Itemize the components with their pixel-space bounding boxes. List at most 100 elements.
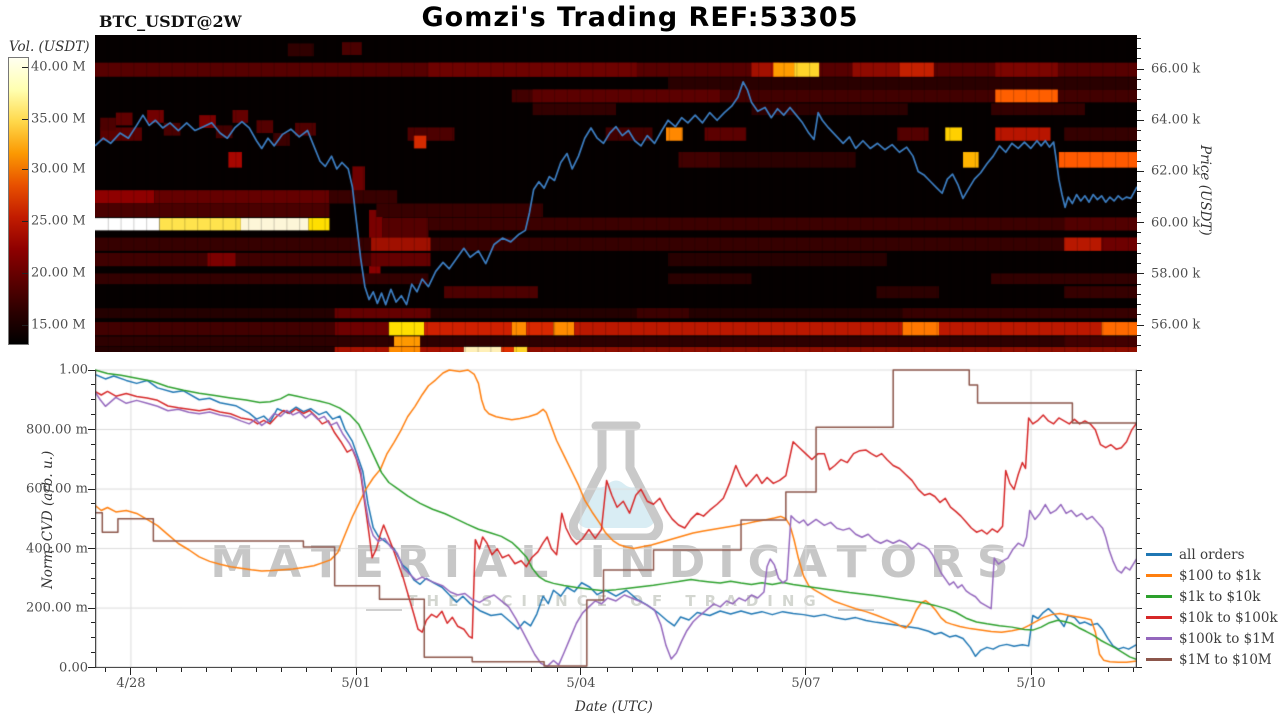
legend: all orders $100 to $1k $1k to $10k $10k to … — [1146, 544, 1278, 670]
price-minor-tick — [1137, 314, 1141, 316]
liquidity-heatmap — [95, 35, 1137, 352]
cvd-x-minor-tick — [882, 668, 884, 672]
colorbar-tick-label: 25.00 M — [31, 213, 86, 229]
cvd-x-minor-tick — [907, 668, 909, 672]
cvd-y-minor-tick-right — [1137, 533, 1140, 535]
cvd-ytick-label: 600.00 m — [26, 481, 88, 497]
colorbar-tick-label: 15.00 M — [31, 317, 86, 333]
legend-item: $1M to $10M — [1146, 649, 1278, 670]
colorbar-title: Vol. (USDT) — [9, 39, 90, 55]
price-tick-label: 56.00 k — [1151, 317, 1201, 333]
cvd-ytick-label: 800.00 m — [26, 422, 88, 438]
cvd-y-minor-tick — [91, 577, 95, 579]
cvd-y-minor-tick-right — [1137, 562, 1140, 564]
cvd-x-minor-tick — [456, 668, 458, 672]
legend-line-sample — [1146, 616, 1172, 619]
cvd-x-minor-tick — [732, 668, 734, 672]
price-major-tick — [1137, 119, 1144, 121]
cvd-x-minor-tick — [706, 668, 708, 672]
legend-line-sample — [1146, 574, 1172, 577]
cvd-y-minor-tick — [91, 399, 95, 401]
price-minor-tick — [1137, 78, 1141, 80]
cvd-ytick-label: 1.00 — [59, 362, 88, 378]
colorbar-tick-mark — [22, 221, 28, 223]
cvd-y-minor-tick — [91, 414, 95, 416]
colorbar-tick-label: 40.00 M — [31, 59, 86, 75]
price-minor-tick — [1137, 283, 1141, 285]
cvd-x-minor-tick — [656, 668, 658, 672]
cvd-y-major-tick — [88, 548, 95, 550]
cvd-y-minor-tick — [91, 533, 95, 535]
cvd-x-minor-tick — [255, 668, 257, 672]
cvd-ytick-label: 0.00 — [59, 660, 88, 676]
cvd-y-major-tick — [88, 667, 95, 669]
cvd-x-minor-tick — [1007, 668, 1009, 672]
cvd-x-minor-tick — [280, 668, 282, 672]
cvd-x-minor-tick — [481, 668, 483, 672]
cvd-x-minor-tick — [1133, 668, 1135, 672]
cvd-x-minor-tick — [681, 668, 683, 672]
colorbar-tick-mark — [22, 118, 28, 120]
cvd-x-minor-tick — [305, 668, 307, 672]
cvd-xtick-label: 5/04 — [566, 676, 596, 691]
cvd-y-minor-tick-right — [1137, 637, 1140, 639]
cvd-x-minor-tick — [832, 668, 834, 672]
volume-colorbar — [8, 57, 29, 345]
price-major-tick — [1137, 273, 1144, 275]
cvd-ytick-label: 200.00 m — [26, 600, 88, 616]
cvd-x-minor-tick — [431, 668, 433, 672]
price-axis-label: Price (USDT) — [1197, 144, 1213, 236]
cvd-y-minor-tick-right — [1137, 414, 1140, 416]
cvd-x-minor-tick — [1107, 668, 1109, 672]
cvd-xaxis-label: Date (UTC) — [575, 699, 653, 715]
cvd-y-minor-tick — [91, 518, 95, 520]
price-minor-tick — [1137, 181, 1141, 183]
colorbar-tick-label: 20.00 M — [31, 265, 86, 281]
cvd-x-minor-tick — [606, 668, 608, 672]
price-major-tick — [1137, 68, 1144, 70]
price-minor-tick — [1137, 89, 1141, 91]
cvd-y-major-tick-right — [1137, 548, 1142, 550]
price-minor-tick — [1137, 252, 1141, 254]
cvd-ytick-label: 400.00 m — [26, 541, 88, 557]
cvd-xtick-label: 5/07 — [791, 676, 821, 691]
price-tick-label: 58.00 k — [1151, 266, 1201, 282]
cvd-y-minor-tick-right — [1137, 399, 1140, 401]
cvd-y-minor-tick — [91, 592, 95, 594]
symbol-label: BTC_USDT@2W — [99, 12, 242, 31]
cvd-x-major-tick — [355, 668, 357, 675]
legend-item: $100 to $1k — [1146, 565, 1278, 586]
cvd-y-minor-tick — [91, 503, 95, 505]
price-minor-tick — [1137, 99, 1141, 101]
price-major-tick — [1137, 170, 1144, 172]
cvd-x-minor-tick — [957, 668, 959, 672]
cvd-y-major-tick — [88, 429, 95, 431]
cvd-y-minor-tick — [91, 637, 95, 639]
cvd-y-minor-tick-right — [1137, 518, 1140, 520]
cvd-x-minor-tick — [531, 668, 533, 672]
page-title: Gomzi's Trading REF:53305 — [421, 2, 859, 33]
cvd-x-minor-tick — [782, 668, 784, 672]
price-minor-tick — [1137, 58, 1141, 60]
price-minor-tick — [1137, 293, 1141, 295]
cvd-y-major-tick — [88, 369, 95, 371]
cvd-y-major-tick-right — [1137, 667, 1142, 669]
price-tick-label: 66.00 k — [1151, 61, 1201, 77]
cvd-x-minor-tick — [982, 668, 984, 672]
legend-label: $10k to $100k — [1179, 609, 1278, 626]
cvd-x-major-tick — [580, 668, 582, 675]
cvd-x-major-tick — [130, 668, 132, 675]
cvd-x-minor-tick — [180, 668, 182, 672]
cvd-x-minor-tick — [381, 668, 383, 672]
colorbar-tick-label: 30.00 M — [31, 161, 86, 177]
legend-line-sample — [1146, 658, 1172, 661]
price-minor-tick — [1137, 232, 1141, 234]
price-minor-tick — [1137, 334, 1141, 336]
cvd-x-minor-tick — [155, 668, 157, 672]
cvd-y-minor-tick-right — [1137, 503, 1140, 505]
price-minor-tick — [1137, 140, 1141, 142]
price-major-tick — [1137, 324, 1144, 326]
cvd-y-minor-tick-right — [1137, 473, 1140, 475]
cvd-yaxis-label: Norm. CVD (arb. u.) — [40, 450, 56, 590]
